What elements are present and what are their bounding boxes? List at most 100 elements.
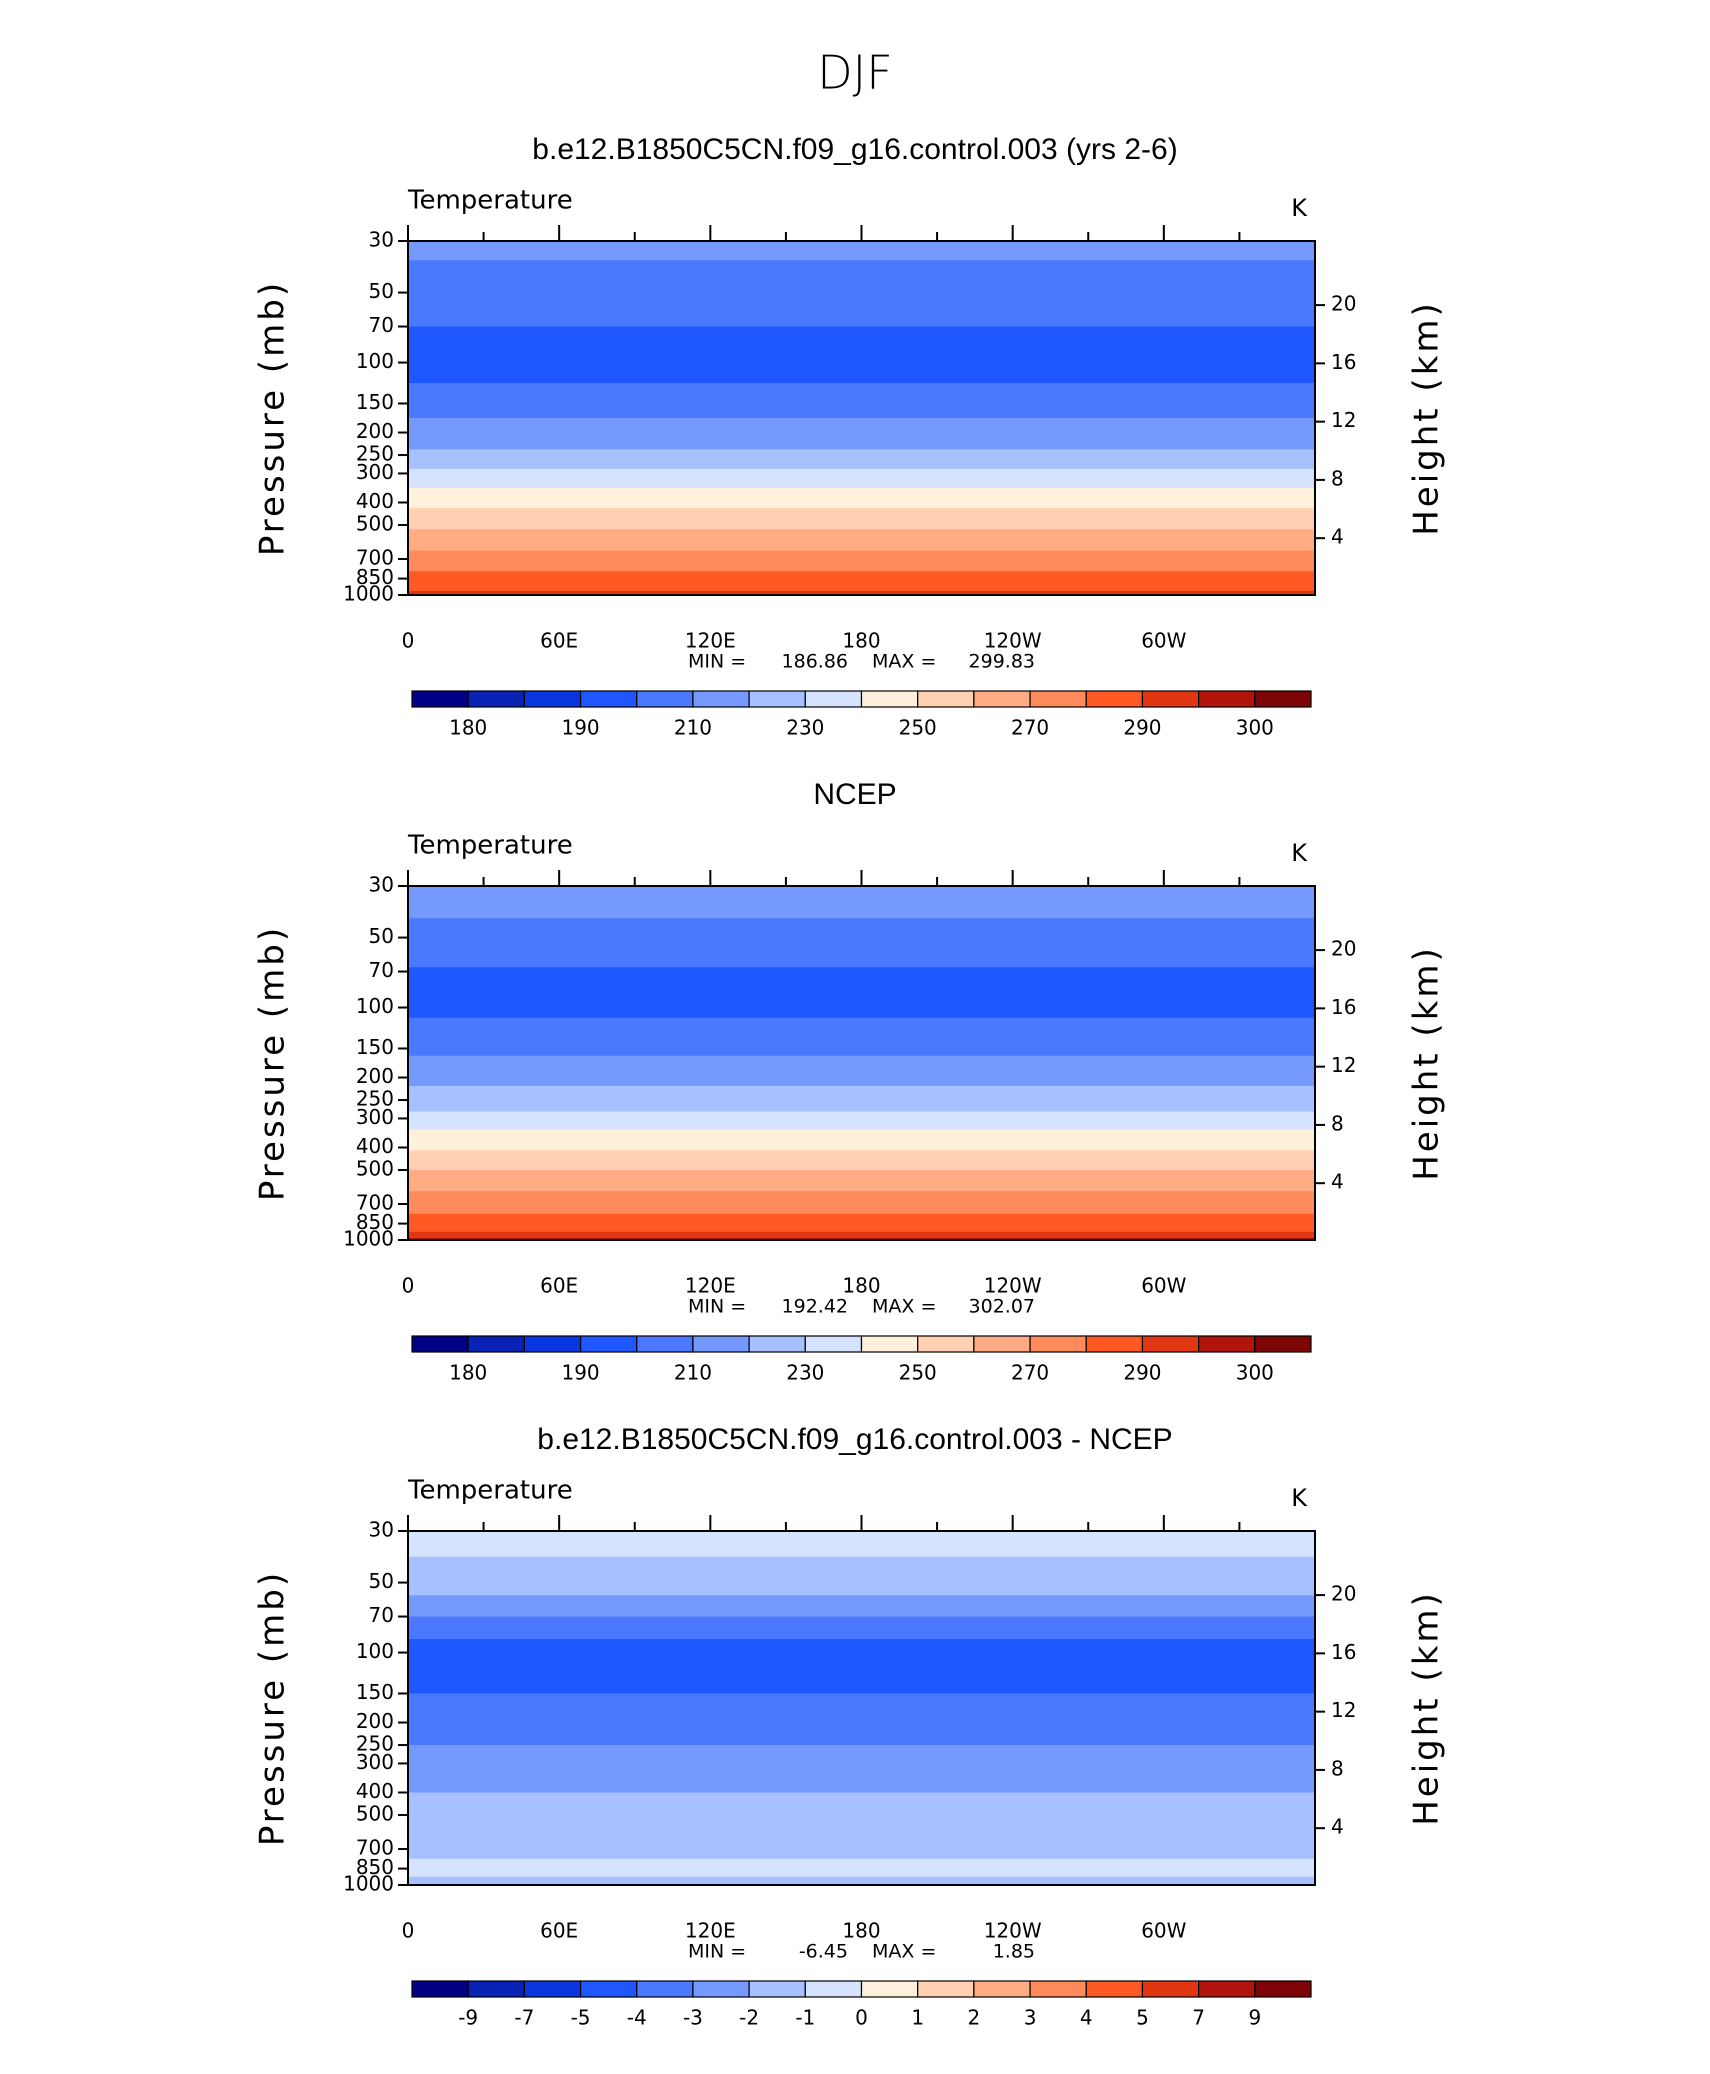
contour-band <box>408 1083 1315 1087</box>
contour-band <box>408 580 1315 584</box>
contour-band <box>408 1608 1315 1613</box>
contour-band <box>408 1140 1315 1145</box>
y2-tick-label: 20 <box>1331 292 1356 316</box>
contour-band <box>408 313 1315 319</box>
y-tick-label: 700 <box>356 545 394 569</box>
contour-band <box>408 1227 1315 1231</box>
contour-band <box>408 377 1315 384</box>
contour-band <box>408 1569 1315 1577</box>
contour-band <box>408 971 1315 977</box>
colorbar-box <box>579 690 638 708</box>
contour-band <box>408 438 1315 442</box>
contour-band <box>408 1085 1315 1090</box>
colorbar-label: -3 <box>683 2006 703 2030</box>
colorbar-label: 270 <box>1011 716 1049 740</box>
contour-band <box>408 1844 1315 1850</box>
contour-band <box>408 1876 1315 1880</box>
panel-subtitle: Temperature <box>407 186 573 216</box>
colorbar-label: 230 <box>786 1361 824 1385</box>
contour-band <box>408 446 1315 451</box>
y-tick-label: 150 <box>356 390 394 414</box>
colorbar-label: 7 <box>1192 2006 1205 2030</box>
contour-band <box>408 1070 1315 1075</box>
units-label: K <box>1291 1484 1308 1512</box>
colorbar-box <box>804 1980 863 1998</box>
contour-band <box>408 576 1315 580</box>
contour-band <box>408 292 1315 298</box>
colorbar-box <box>411 1980 469 1998</box>
contour-band <box>408 1815 1315 1820</box>
contour-band <box>408 393 1315 399</box>
contour-band <box>408 1870 1315 1874</box>
colorbar-box <box>1141 1980 1200 1998</box>
contour-band <box>408 1080 1315 1084</box>
contour-band <box>408 1722 1315 1726</box>
contour-band <box>408 950 1315 956</box>
contour-band <box>408 1216 1315 1220</box>
contour-band <box>408 1878 1315 1882</box>
colorbar-label: 2 <box>968 2006 981 2030</box>
colorbar-label: 190 <box>561 716 599 740</box>
y2-tick-label: 12 <box>1331 408 1356 432</box>
contour-band <box>408 440 1315 445</box>
contour-band <box>408 480 1315 485</box>
contour-band <box>408 1043 1315 1050</box>
contour-band <box>408 1066 1315 1071</box>
colorbar-label: 270 <box>1011 1361 1049 1385</box>
contour-band <box>408 1739 1315 1743</box>
contour-band <box>408 1704 1315 1709</box>
x-tick-label: 0 <box>402 629 415 653</box>
contour-band <box>408 1848 1315 1853</box>
colorbar-box <box>748 1980 806 1998</box>
colorbar-label: -4 <box>627 2006 647 2030</box>
contour-band <box>408 1048 1315 1053</box>
x-tick-label: 0 <box>402 1274 415 1298</box>
contour-band <box>408 529 1315 535</box>
x-tick-label: 180 <box>842 1274 880 1298</box>
y2-tick-label: 12 <box>1331 1053 1356 1077</box>
contour-band <box>408 459 1315 463</box>
contour-band <box>408 1091 1315 1096</box>
x-tick-label: 0 <box>402 1919 415 1943</box>
contour-band <box>408 1599 1315 1605</box>
contour-band <box>408 568 1315 572</box>
contour-band <box>408 1111 1315 1115</box>
contour-band <box>408 980 1315 986</box>
contour-band <box>408 588 1315 592</box>
contour-band <box>408 1733 1315 1738</box>
y2-tick-label: 16 <box>1331 350 1356 374</box>
contour-band <box>408 505 1315 509</box>
colorbar-box <box>860 1980 919 1998</box>
contour-band <box>408 1836 1315 1842</box>
contour-band <box>408 372 1315 379</box>
contour-band <box>408 546 1315 552</box>
y-tick-label: 70 <box>369 1603 394 1627</box>
max-label: MAX = <box>872 1296 936 1318</box>
contour-band <box>408 1055 1315 1060</box>
contour-band <box>408 1150 1315 1154</box>
contour-band <box>408 582 1315 586</box>
contour-band <box>408 1113 1315 1117</box>
contour-band <box>408 905 1315 913</box>
contour-band <box>408 1233 1315 1237</box>
contour-band <box>408 1742 1315 1746</box>
contour-band <box>408 1116 1315 1120</box>
contour-band <box>408 477 1315 482</box>
y2-tick-label: 8 <box>1331 466 1344 490</box>
x-tick-label: 120E <box>685 629 736 653</box>
contour-band <box>408 542 1315 547</box>
colorbar-label: 5 <box>1136 2006 1149 2030</box>
colorbar-label: 290 <box>1123 716 1161 740</box>
contour-band <box>408 1827 1315 1833</box>
contour-band <box>408 1199 1315 1205</box>
contour-band <box>408 516 1315 520</box>
contour-band <box>408 1235 1315 1239</box>
x-tick-label: 120E <box>685 1919 736 1943</box>
contour-band <box>408 1563 1315 1571</box>
y2-axis-label: Height (km) <box>1407 300 1447 536</box>
contour-band <box>408 349 1315 355</box>
contour-band <box>408 1102 1315 1106</box>
contour-band <box>408 1591 1315 1596</box>
y-tick-label: 150 <box>356 1680 394 1704</box>
contour-band <box>408 508 1315 512</box>
